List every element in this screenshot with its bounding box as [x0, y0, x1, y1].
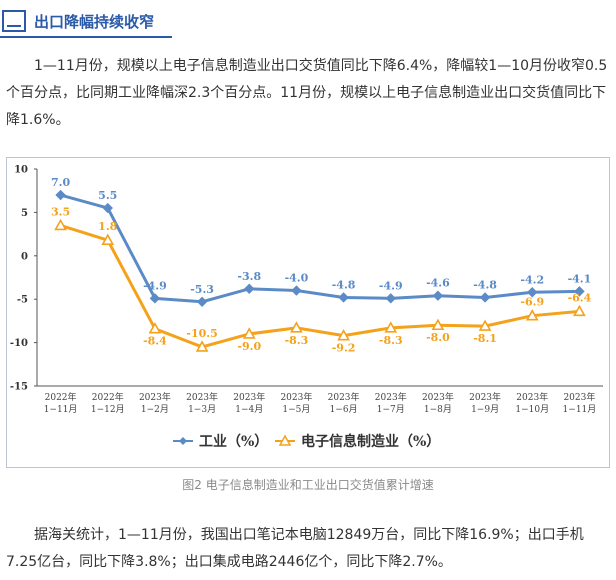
x-tick-label-month: 1−5月: [282, 404, 310, 415]
industry-point: [102, 202, 113, 214]
x-tick-label-month: 1−9月: [471, 404, 499, 415]
industry-point: [196, 296, 208, 308]
industry-data-label: -3.8: [237, 270, 261, 283]
y-tick-label: 5: [21, 208, 28, 219]
x-tick-label-month: 1−8月: [424, 404, 452, 415]
x-tick-label-year: 2023年: [186, 391, 218, 403]
legend-electronics-marker: [278, 434, 292, 446]
legend-industry-label: 工业（%）: [199, 434, 268, 450]
x-tick-label-month: 1−11月: [44, 404, 78, 415]
x-tick-label-year: 2023年: [422, 391, 454, 403]
x-tick-label-year: 2023年: [139, 391, 171, 403]
electronics-data-label: -8.0: [426, 331, 450, 344]
x-tick-label-year: 2023年: [280, 391, 312, 403]
electronics-point: [431, 318, 445, 331]
industry-data-label: -4.1: [568, 272, 592, 285]
electronics-point: [573, 304, 586, 317]
y-tick-label: -5: [17, 295, 28, 306]
y-tick-label: -10: [10, 338, 28, 349]
electronics-point: [195, 340, 209, 352]
electronics-data-label: -6.4: [568, 291, 592, 304]
section-icon: [2, 10, 26, 32]
electronics-point: [384, 321, 398, 333]
electronics-point: [148, 322, 162, 334]
x-tick-label-year: 2023年: [233, 391, 265, 403]
legend-industry-marker: [179, 437, 187, 445]
section-underline: [0, 36, 172, 38]
industry-point: [385, 293, 396, 304]
x-tick-label-year: 2023年: [328, 391, 360, 403]
industry-point: [479, 292, 491, 303]
electronics-data-label: -8.4: [143, 335, 167, 348]
industry-data-label: -4.9: [143, 279, 167, 292]
electronics-data-label: 1.8: [98, 220, 117, 233]
x-tick-label-month: 1−12月: [91, 404, 125, 415]
industry-data-label: -4.8: [332, 278, 356, 291]
x-tick-label-year: 2022年: [45, 391, 77, 403]
electronics-data-label: -9.0: [237, 340, 261, 353]
section-header: 出口降幅持续收窄: [2, 6, 172, 36]
industry-data-label: 7.0: [51, 176, 70, 189]
electronics-data-label: -8.3: [285, 334, 309, 347]
electronics-data-label: 3.5: [51, 205, 70, 218]
electronics-point: [337, 329, 350, 341]
industry-data-label: -5.3: [190, 283, 214, 296]
paragraph-export-value: 1—11月份，规模以上电子信息制造业出口交货值同比下降6.4%，降幅较1—10月…: [6, 58, 608, 128]
x-tick-label-year: 2022年: [92, 391, 124, 403]
industry-point: [527, 287, 538, 298]
electronics-point: [242, 327, 256, 339]
industry-point: [244, 283, 255, 294]
industry-data-label: 5.5: [98, 189, 117, 202]
electronics-data-label: -10.5: [186, 327, 217, 340]
x-tick-label-month: 1−11月: [563, 404, 597, 415]
y-tick-label: 0: [21, 251, 28, 262]
x-tick-label-year: 2023年: [375, 391, 407, 403]
industry-point: [574, 286, 585, 297]
legend-electronics-label: 电子信息制造业（%）: [301, 433, 440, 450]
industry-data-label: -4.6: [426, 277, 450, 290]
industry-point: [149, 293, 161, 304]
industry-data-label: -4.2: [520, 273, 544, 286]
industry-point: [432, 290, 444, 301]
x-tick-label-month: 1−3月: [188, 404, 216, 415]
electronics-data-label: -8.1: [473, 332, 497, 345]
electronics-data-label: -6.9: [520, 296, 544, 309]
electronics-point: [478, 319, 492, 331]
x-tick-label-month: 1−4月: [235, 404, 263, 415]
chart-frame: 10 5 0 -5 -10 -15 2022年 1−11月 2022年 1−12月 2023年 1−2…: [6, 157, 610, 468]
electronics-point: [290, 321, 303, 333]
industry-point: [338, 292, 349, 303]
industry-data-label: -4.0: [285, 272, 309, 285]
line-chart: 1050-5-10-152022年1−11月2022年1−12月2023年1−2…: [10, 165, 603, 450]
x-tick-label-year: 2023年: [516, 391, 548, 403]
electronics-point: [101, 233, 115, 245]
paragraph-customs-stats: 据海关统计，1—11月份，我国出口笔记本电脑12849万台，同比下降16.9%；…: [6, 527, 584, 570]
electronics-point: [54, 218, 67, 231]
electronics-point: [525, 309, 539, 321]
x-tick-label-month: 1−10月: [515, 404, 549, 415]
electronics-data-label: -8.3: [379, 334, 403, 347]
y-tick-label: 10: [14, 165, 28, 176]
industry-data-label: -4.9: [379, 279, 403, 292]
x-tick-label-month: 1−2月: [141, 404, 169, 415]
electronics-data-label: -9.2: [332, 342, 356, 355]
x-tick-label-year: 2023年: [469, 391, 501, 403]
industry-point: [55, 189, 66, 201]
x-tick-label-year: 2023年: [563, 391, 595, 403]
y-tick-label: -15: [10, 382, 28, 393]
section-title: 出口降幅持续收窄: [34, 12, 155, 31]
industry-series-line: [60, 193, 580, 304]
x-tick-label-month: 1−6月: [330, 404, 358, 415]
figure-caption: 图2 电子信息制造业和工业出口交货值累计增速: [182, 478, 434, 492]
industry-point: [291, 285, 302, 296]
electronics-series-line: [60, 223, 580, 349]
industry-data-label: -4.8: [473, 278, 497, 291]
x-tick-label-month: 1−7月: [377, 404, 405, 415]
